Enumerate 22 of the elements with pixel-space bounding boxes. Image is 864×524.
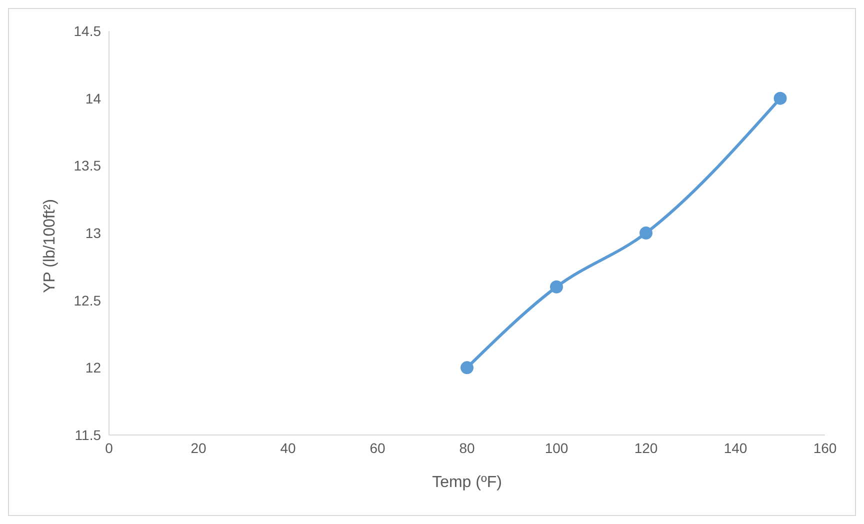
x-tick-label: 100 — [544, 440, 568, 456]
y-tick-label: 12 — [85, 360, 102, 376]
y-tick-label: 14.5 — [74, 22, 102, 39]
y-tick-label: 13 — [85, 224, 102, 241]
x-tick-label: 160 — [813, 440, 837, 456]
point — [460, 361, 474, 374]
point — [640, 226, 652, 240]
point — [774, 92, 787, 105]
y-axis-title: YP (lb/100ft²) — [42, 199, 59, 293]
x-tick-label: 140 — [724, 440, 748, 456]
y-tick-label: 13.5 — [74, 158, 102, 174]
x-tick-label: 20 — [190, 440, 206, 456]
y-tick-label: 14 — [85, 90, 102, 106]
x-tick-label: 80 — [459, 440, 475, 456]
y-tick-label: 11.5 — [74, 426, 102, 443]
x-tick-label: 0 — [105, 440, 114, 456]
x-axis-title: Temp (ºF) — [432, 474, 502, 491]
y-tick-label: 12.5 — [74, 292, 102, 308]
x-tick-label: 120 — [634, 440, 658, 456]
point — [550, 280, 563, 294]
x-tick-label: 40 — [280, 440, 296, 456]
x-tick-label: 60 — [370, 440, 386, 456]
